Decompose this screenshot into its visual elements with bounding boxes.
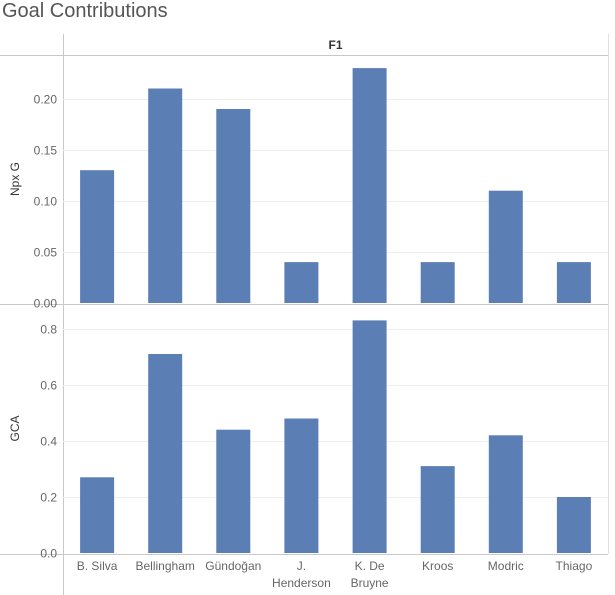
bars	[80, 68, 591, 553]
y-tick-label: 0.0	[40, 547, 57, 561]
y-tick-label: 0.05	[34, 246, 58, 260]
x-tick-label: Bellingham	[136, 559, 195, 573]
x-tick-label: J. Henderson	[272, 559, 331, 590]
y-tick-label: 0.20	[34, 93, 58, 107]
y-tick-label: 0.4	[40, 435, 57, 449]
bar-npxg	[352, 68, 387, 303]
facet-header-label: F1	[328, 38, 342, 52]
chart-title: Goal Contributions	[2, 0, 168, 22]
x-tick-label: K. De Bruyne	[351, 559, 389, 590]
y-tick-label: 0.10	[34, 195, 58, 209]
bar-npxg	[556, 262, 591, 303]
y-tick-label: 0.8	[40, 323, 57, 337]
bar-gca	[420, 466, 455, 553]
bar-npxg	[216, 109, 251, 303]
y-tick-label: 0.6	[40, 379, 57, 393]
bar-gca	[556, 497, 591, 553]
y-tick-labels: 0.00 0.05 0.10 0.15 0.20 0.0 0.2 0.4 0.6 0.8	[34, 93, 58, 561]
x-tick-label: Thiago	[556, 559, 593, 573]
x-tick-labels: B. Silva Bellingham Gündoğan J. Henderson K. …	[77, 559, 593, 590]
bar-gca	[352, 320, 387, 553]
x-tick-label: B. Silva	[77, 559, 118, 573]
x-tick-label: Kroos	[422, 559, 453, 573]
y-tick-label: 0.2	[40, 491, 57, 505]
x-tick-label: Modric	[488, 559, 524, 573]
bar-gca	[284, 418, 319, 553]
y-tick-label: 0.15	[34, 144, 58, 158]
y-tick-label: 0.00	[34, 297, 58, 311]
bar-npxg	[80, 170, 115, 303]
bar-gca	[488, 435, 523, 553]
x-tick-label: Gündoğan	[205, 559, 261, 573]
bar-npxg	[284, 262, 319, 303]
bar-npxg	[420, 262, 455, 303]
bar-npxg	[488, 190, 523, 303]
y-axis-title-npxg: Npx G	[8, 162, 22, 196]
chart-frame	[0, 34, 609, 595]
bar-gca	[216, 429, 251, 553]
y-axis-title-gca: GCA	[8, 415, 22, 441]
bar-npxg	[148, 88, 183, 303]
bar-gca	[80, 477, 115, 553]
bar-gca	[148, 354, 183, 553]
gridlines	[63, 99, 608, 498]
